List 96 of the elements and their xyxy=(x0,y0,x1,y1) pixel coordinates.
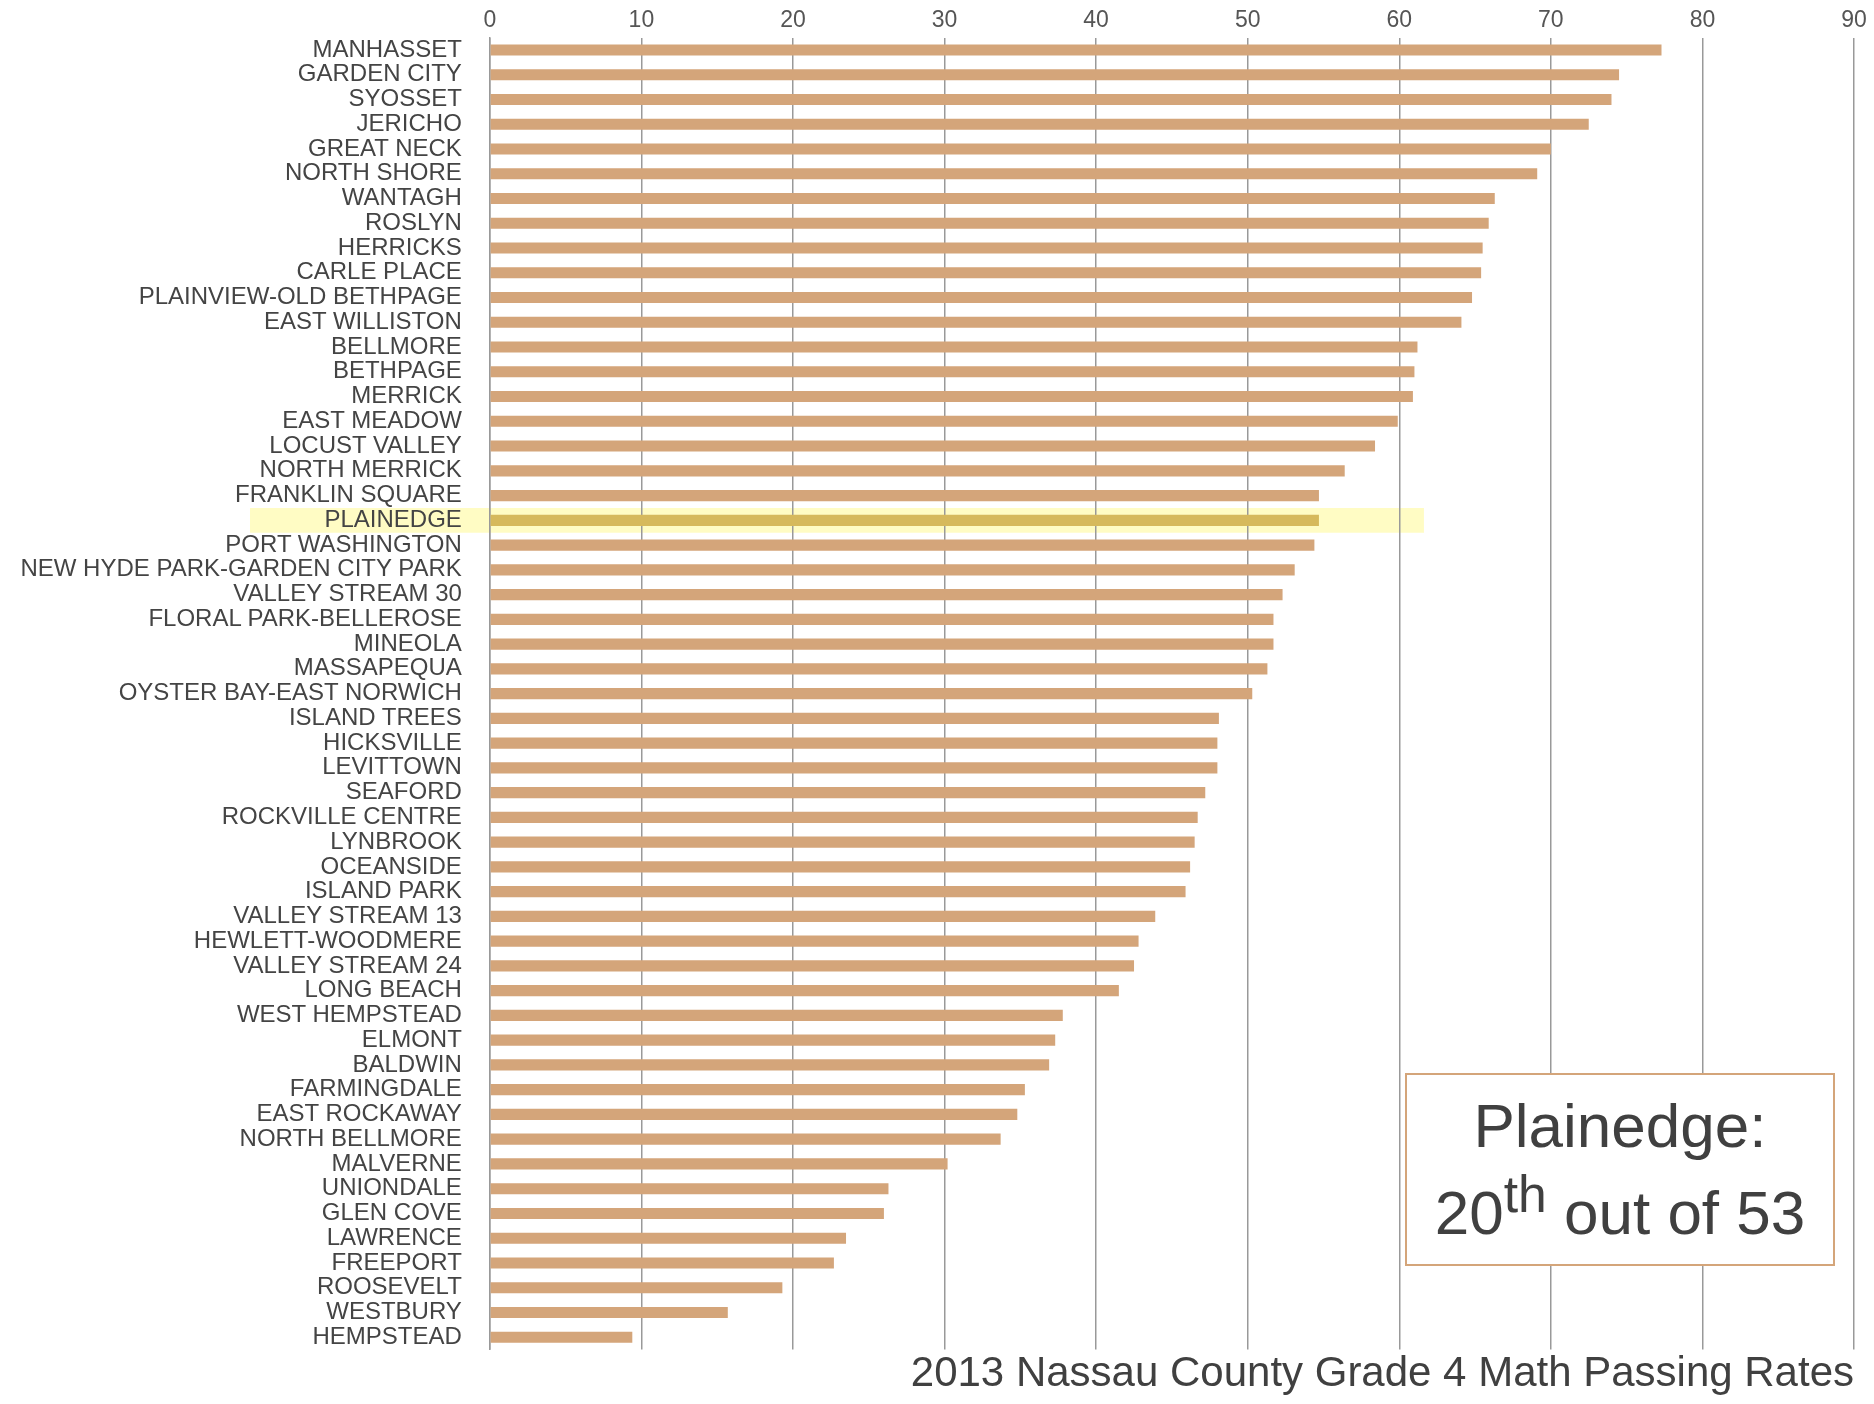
y-tick-label: UNIONDALE xyxy=(321,1173,462,1201)
bar xyxy=(490,514,1319,526)
bar xyxy=(490,539,1315,551)
x-tick-label: 10 xyxy=(628,6,655,33)
bar xyxy=(490,1232,847,1244)
y-tick-label: BETHPAGE xyxy=(332,356,462,384)
bar xyxy=(490,440,1376,452)
bar xyxy=(490,1158,948,1170)
x-tick-label: 50 xyxy=(1234,6,1261,33)
bar xyxy=(490,291,1473,304)
y-tick-label: MINEOLA xyxy=(353,628,462,656)
bar xyxy=(490,985,1119,997)
text: 2013 Nassau County Grade 4 Math Passing Rates xyxy=(910,1348,1854,1396)
bar xyxy=(490,415,1398,427)
bar xyxy=(490,564,1295,576)
y-tick-label: NORTH SHORE xyxy=(284,158,462,186)
bar xyxy=(490,1183,889,1195)
x-tick-label: 70 xyxy=(1538,6,1564,33)
bar xyxy=(490,1108,1018,1120)
bar xyxy=(490,638,1274,650)
bar xyxy=(490,861,1191,873)
y-tick-label: FREEPORT xyxy=(331,1247,463,1275)
y-tick-label: NEW HYDE PARK-GARDEN CITY PARK xyxy=(20,554,462,582)
bar xyxy=(490,762,1218,774)
y-tick-label: ROOSEVELT xyxy=(316,1272,463,1300)
bar xyxy=(490,1207,884,1220)
bar xyxy=(490,1133,1001,1145)
y-tick-label: LOCUST VALLEY xyxy=(269,430,462,458)
y-tick-label: BALDWIN xyxy=(352,1049,462,1077)
bar xyxy=(490,613,1274,625)
bar xyxy=(490,935,1139,947)
y-tick-label: CARLE PLACE xyxy=(296,257,462,285)
bar xyxy=(490,489,1319,502)
bar xyxy=(490,1331,633,1343)
bar xyxy=(490,143,1551,155)
bar xyxy=(490,366,1415,378)
bar xyxy=(490,69,1620,81)
bar xyxy=(490,1257,834,1269)
bar xyxy=(490,341,1418,353)
y-tick-label: MASSAPEQUA xyxy=(293,653,462,681)
x-tick-label: 80 xyxy=(1689,6,1716,33)
bar xyxy=(490,712,1219,724)
bar xyxy=(490,267,1482,279)
x-tick-label: 20 xyxy=(780,6,806,33)
bar xyxy=(490,1306,728,1319)
y-tick-label: SEAFORD xyxy=(345,777,462,805)
bar xyxy=(490,242,1483,254)
bar xyxy=(490,737,1218,749)
x-tick-label: 30 xyxy=(931,6,958,33)
y-tick-label: ISLAND TREES xyxy=(288,702,462,730)
y-tick-label: GREAT NECK xyxy=(308,133,462,161)
y-tick-label: OCEANSIDE xyxy=(320,851,462,879)
y-tick-label: GARDEN CITY xyxy=(297,59,462,87)
y-tick-label: VALLEY STREAM 24 xyxy=(233,950,462,978)
bar xyxy=(490,1084,1025,1096)
y-tick-label: FARMINGDALE xyxy=(289,1074,462,1102)
y-tick-label: BELLMORE xyxy=(331,331,462,359)
y-tick-label: NORTH MERRICK xyxy=(259,455,462,483)
y-tick-label: FRANKLIN SQUARE xyxy=(235,480,462,508)
y-tick-label: LONG BEACH xyxy=(304,975,462,1003)
bar xyxy=(490,811,1198,823)
x-tick-label: 60 xyxy=(1386,6,1413,33)
bar xyxy=(490,217,1489,229)
bar xyxy=(490,1034,1056,1046)
bar xyxy=(490,93,1612,106)
bar xyxy=(490,886,1186,898)
bar xyxy=(490,910,1156,922)
y-tick-label: ISLAND PARK xyxy=(304,876,462,904)
y-tick-label: LEVITTOWN xyxy=(322,752,462,780)
bar xyxy=(490,589,1283,601)
bar xyxy=(490,1282,783,1294)
bar xyxy=(490,192,1495,205)
bar xyxy=(490,1059,1050,1071)
y-tick-label: MALVERNE xyxy=(331,1148,462,1176)
y-tick-label: HICKSVILLE xyxy=(323,727,462,755)
bar xyxy=(490,168,1538,180)
y-tick-label: PORT WASHINGTON xyxy=(225,529,462,557)
bar xyxy=(490,390,1413,403)
annotation: Plainedge: 20$^{th}$ out of 53 xyxy=(1405,1073,1835,1267)
y-tick-label: ROCKVILLE CENTRE xyxy=(221,802,462,829)
x-tick-label: 90 xyxy=(1841,6,1867,33)
bar xyxy=(490,836,1195,848)
bar xyxy=(490,465,1345,477)
x-tick-label: 40 xyxy=(1083,6,1109,33)
bar xyxy=(490,44,1662,56)
y-tick-label: MANHASSET xyxy=(312,34,463,62)
x-tick-label: 0 xyxy=(483,6,497,33)
bar xyxy=(490,663,1268,675)
y-tick-label: HERRICKS xyxy=(337,232,462,260)
y-tick-label: LYNBROOK xyxy=(330,826,462,854)
bar xyxy=(490,787,1206,799)
bar xyxy=(490,316,1462,328)
bar xyxy=(490,1009,1063,1021)
bar xyxy=(490,118,1589,130)
bar xyxy=(490,688,1253,700)
bar xyxy=(490,960,1135,972)
